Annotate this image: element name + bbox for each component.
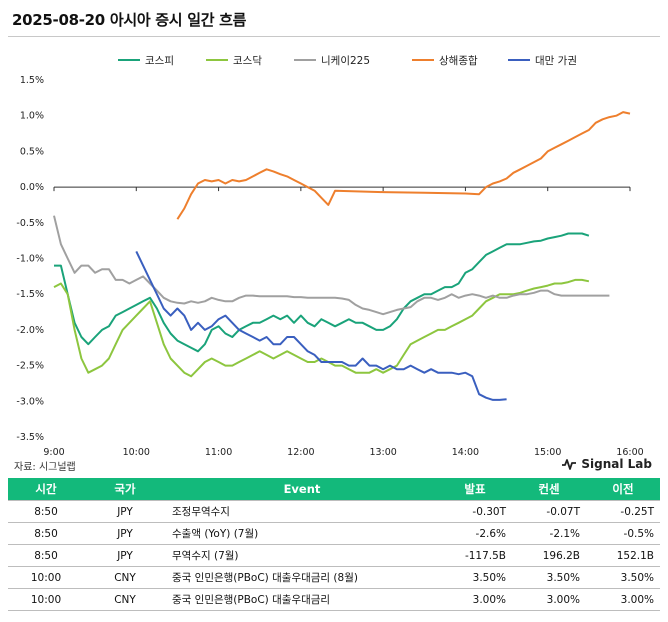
legend-label: 니케이225	[321, 55, 370, 67]
header-time: 시간	[8, 478, 84, 501]
table-row: 10:00 CNY 중국 인민은행(PBoC) 대출우대금리 (8월) 3.50…	[8, 566, 660, 589]
table-header-row: 시간 국가 Event 발표 컨센 이전	[8, 478, 660, 501]
line-chart: 코스피 코스닥 니케이225 상해종합 대만 가권 1.5% 1.0% 0.5% 0.0% -0…	[16, 54, 644, 458]
y-tick-label: 0.0%	[20, 182, 44, 193]
cell-time: 8:50	[8, 500, 84, 523]
header-actual: 발표	[438, 478, 512, 501]
title-divider	[8, 36, 660, 37]
y-tick-label: -1.5%	[16, 289, 44, 300]
series-line-코스피	[54, 232, 590, 353]
cell-consensus: 3.50%	[512, 566, 586, 589]
signal-icon	[562, 459, 577, 470]
cell-time: 10:00	[8, 566, 84, 589]
header-event: Event	[166, 478, 438, 501]
y-tick-label: 1.0%	[20, 111, 44, 122]
cell-event: 수출액 (YoY) (7월)	[166, 522, 438, 545]
table-row: 8:50 JPY 무역수지 (7월) -117.5B 196.2B 152.1B	[8, 544, 660, 567]
x-tick-label: 13:00	[369, 447, 396, 458]
cell-time: 10:00	[8, 588, 84, 611]
cell-actual: -0.30T	[438, 500, 512, 523]
cell-actual: 3.00%	[438, 588, 512, 611]
cell-consensus: 196.2B	[512, 544, 586, 567]
x-tick-label: 12:00	[287, 447, 314, 458]
legend-label: 코스닥	[233, 55, 262, 67]
cell-event: 조정무역수지	[166, 500, 438, 523]
cell-country: JPY	[84, 522, 166, 545]
source-note: 자료: 시그널랩	[14, 462, 76, 473]
y-tick-label: 0.5%	[20, 146, 44, 157]
header-country: 국가	[84, 478, 166, 501]
cell-event: 무역수지 (7월)	[166, 544, 438, 567]
cell-previous: -0.5%	[586, 522, 660, 545]
header-consensus: 컨센	[512, 478, 586, 501]
x-tick-label: 15:00	[534, 447, 561, 458]
cell-consensus: -0.07T	[512, 500, 586, 523]
y-tick-label: -1.0%	[16, 254, 44, 265]
cell-consensus: 3.00%	[512, 588, 586, 611]
cell-event: 중국 인민은행(PBoC) 대출우대금리 (8월)	[166, 566, 438, 589]
cell-actual: -117.5B	[438, 544, 512, 567]
cell-country: CNY	[84, 566, 166, 589]
cell-previous: 152.1B	[586, 544, 660, 567]
table-row: 8:50 JPY 조정무역수지 -0.30T -0.07T -0.25T	[8, 500, 660, 523]
series-line-니케이225	[53, 215, 610, 316]
y-tick-label: -0.5%	[16, 218, 44, 229]
header-previous: 이전	[586, 478, 660, 501]
x-tick-label: 9:00	[43, 447, 64, 458]
x-tick-label: 11:00	[205, 447, 232, 458]
brand-name: Signal Lab	[581, 457, 652, 471]
y-tick-label: -2.5%	[16, 361, 44, 372]
legend-label: 상해종합	[439, 54, 478, 67]
cell-actual: -2.6%	[438, 522, 512, 545]
x-axis: 9:00 10:00 11:00 12:00 13:00 14:00 15:00 16:00	[43, 186, 644, 458]
cell-actual: 3.50%	[438, 566, 512, 589]
series-line-상해종합	[176, 111, 631, 220]
cell-country: CNY	[84, 588, 166, 611]
cell-country: JPY	[84, 544, 166, 567]
chart-legend: 코스피 코스닥 니케이225 상해종합 대만 가권	[118, 54, 577, 67]
table-row: 10:00 CNY 중국 인민은행(PBoC) 대출우대금리 3.00% 3.0…	[8, 588, 660, 611]
legend-label: 대만 가권	[535, 55, 577, 67]
x-tick-label: 10:00	[123, 447, 150, 458]
chart-lines	[53, 111, 631, 401]
y-tick-label: -2.0%	[16, 325, 44, 336]
economic-events-table: 시간 국가 Event 발표 컨센 이전 8:50 JPY 조정무역수지 -0.…	[8, 478, 660, 611]
cell-consensus: -2.1%	[512, 522, 586, 545]
cell-event: 중국 인민은행(PBoC) 대출우대금리	[166, 588, 438, 611]
y-tick-label: -3.5%	[16, 432, 44, 443]
y-tick-label: -3.0%	[16, 396, 44, 407]
x-tick-label: 16:00	[616, 447, 643, 458]
series-line-대만 가권	[135, 250, 507, 401]
page-title: 2025-08-20 아시아 증시 일간 흐름	[12, 11, 247, 29]
cell-previous: 3.00%	[586, 588, 660, 611]
cell-country: JPY	[84, 500, 166, 523]
table-row: 8:50 JPY 수출액 (YoY) (7월) -2.6% -2.1% -0.5…	[8, 522, 660, 545]
legend-label: 코스피	[145, 55, 174, 67]
cell-time: 8:50	[8, 544, 84, 567]
cell-time: 8:50	[8, 522, 84, 545]
x-tick-label: 14:00	[452, 447, 479, 458]
series-line-코스닥	[53, 278, 590, 378]
brand-logo: Signal Lab	[561, 457, 652, 471]
y-axis: 1.5% 1.0% 0.5% 0.0% -0.5% -1.0% -1.5% -2.0% -2.5…	[16, 75, 44, 443]
y-tick-label: 1.5%	[20, 75, 44, 86]
cell-previous: -0.25T	[586, 500, 660, 523]
cell-previous: 3.50%	[586, 566, 660, 589]
